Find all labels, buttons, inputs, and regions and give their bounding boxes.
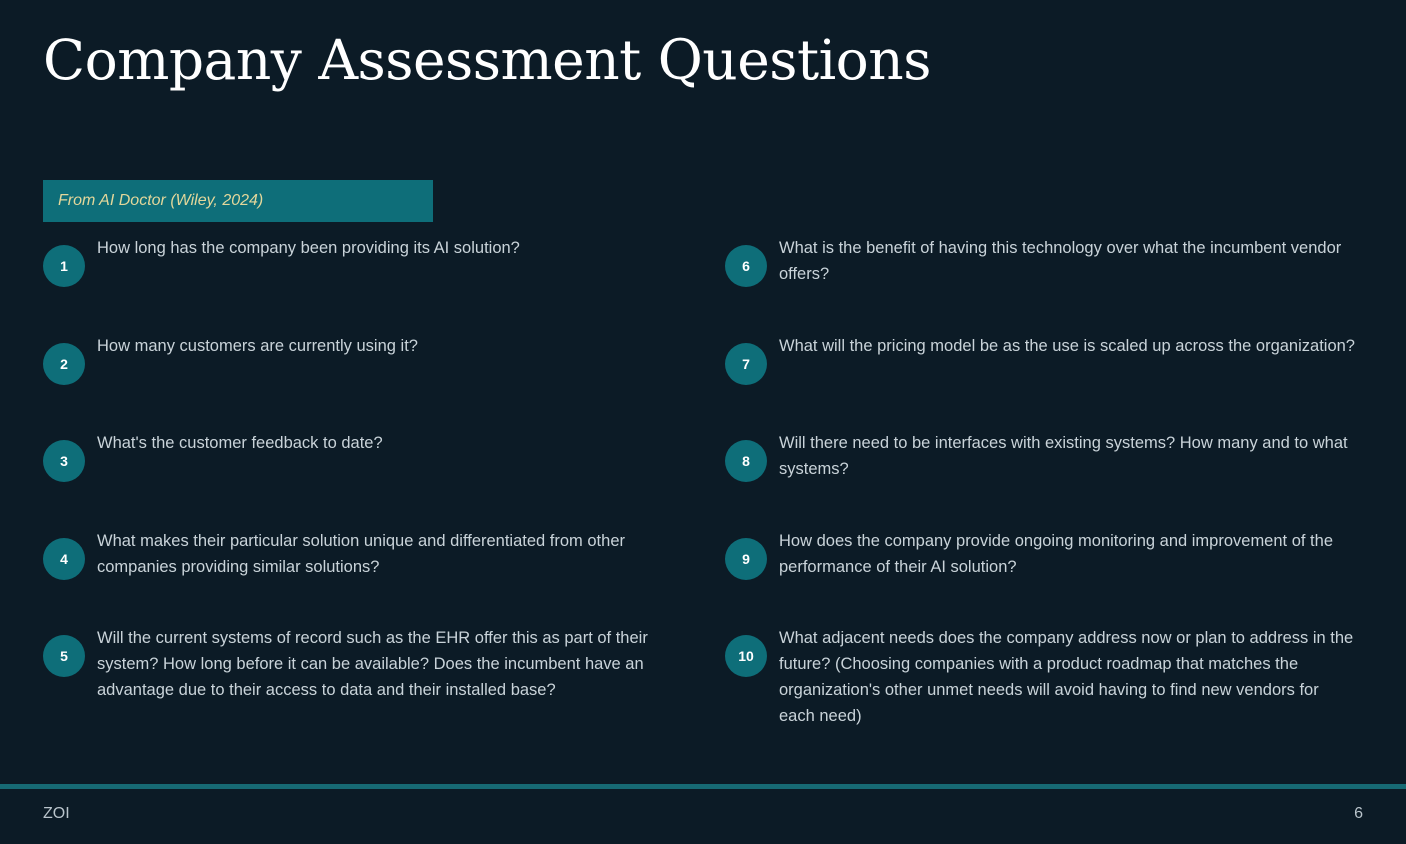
question-number-badge: 8 xyxy=(725,440,767,482)
question-text: How long has the company been providing … xyxy=(97,239,520,257)
question-text: Will the current systems of record such … xyxy=(97,629,648,699)
question-number-badge: 4 xyxy=(43,537,85,580)
question-number-badge: 5 xyxy=(43,635,85,677)
question-number-badge: 1 xyxy=(43,245,85,287)
question-text: What will the pricing model be as the us… xyxy=(779,336,1355,355)
question-text: Will there need to be interfaces with ex… xyxy=(779,434,1348,478)
source-banner: From AI Doctor (Wiley, 2024) xyxy=(43,180,433,222)
question-text: What adjacent needs does the company add… xyxy=(779,629,1354,725)
footer-divider xyxy=(0,784,1406,789)
question-number-badge: 7 xyxy=(725,342,767,385)
question-text: What's the customer feedback to date? xyxy=(97,434,383,452)
question-text: How many customers are currently using i… xyxy=(97,336,418,355)
footer-label: ZOI xyxy=(43,805,70,822)
question-number-badge: 3 xyxy=(43,440,85,482)
question-text: What makes their particular solution uni… xyxy=(97,531,625,576)
question-text: What is the benefit of having this techn… xyxy=(779,239,1342,283)
question-number-badge: 6 xyxy=(725,245,767,287)
question-text: How does the company provide ongoing mon… xyxy=(779,531,1333,576)
question-number-badge: 9 xyxy=(725,537,767,580)
page-number: 6 xyxy=(1354,805,1363,822)
question-number-badge: 10 xyxy=(725,635,767,677)
page-title: Company Assessment Questions xyxy=(43,28,931,92)
question-number-badge: 2 xyxy=(43,342,85,385)
